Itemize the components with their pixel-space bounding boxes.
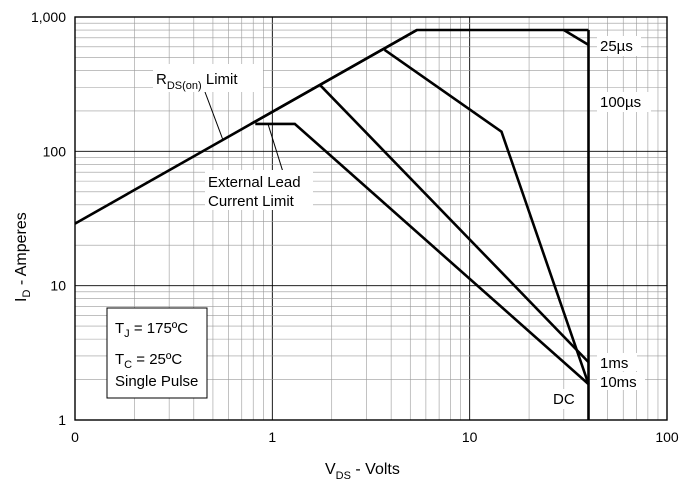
- x-tick-label: 0: [71, 429, 79, 445]
- series-line: [255, 122, 590, 386]
- rds-limit-label: RDS(on) Limit: [156, 71, 238, 92]
- x-tick-label: 1: [268, 429, 276, 445]
- series-line: [250, 28, 589, 126]
- rds-pointer-line: [204, 91, 224, 141]
- label-100us: 100µs: [600, 94, 641, 111]
- series-line: [319, 84, 590, 364]
- y-tick-label: 100: [43, 143, 67, 159]
- y-tick-label: 1,000: [31, 9, 66, 25]
- conditions-box: [106, 307, 208, 399]
- single-pulse-condition: Single Pulse: [115, 373, 198, 390]
- ext-limit-label-line2: Current Limit: [208, 193, 295, 210]
- label-dc-bg: [550, 389, 582, 409]
- label-10ms: 10ms: [600, 374, 637, 391]
- series-line: [563, 28, 590, 47]
- label-10ms-bg: [597, 372, 645, 390]
- label-1ms: 1ms: [600, 355, 628, 372]
- label-dc: DC: [553, 391, 575, 408]
- label-1ms-bg: [597, 353, 637, 371]
- x-tick-label: 10: [462, 429, 478, 445]
- x-tick-label: 100: [655, 429, 679, 445]
- curves: [74, 28, 590, 420]
- y-axis-title: ID - Amperes: [13, 212, 33, 302]
- y-tick-label: 10: [50, 278, 66, 294]
- rds-label-bg: [153, 64, 263, 92]
- tj-condition: TJ = 175ºC: [115, 320, 188, 340]
- y-tick-label: 1: [58, 412, 66, 428]
- label-100us-bg: [597, 92, 651, 112]
- tc-condition: TC = 25ºC: [115, 351, 182, 371]
- ext-label-bg: [205, 170, 313, 210]
- series-line: [383, 48, 590, 385]
- ext-limit-label-line1: External Lead: [208, 174, 301, 191]
- plot-frame: [74, 16, 668, 421]
- x-axis-title: VDS - Volts: [325, 461, 400, 482]
- label-25us-bg: [597, 36, 641, 56]
- label-25us: 25µs: [600, 38, 633, 55]
- ext-pointer-line: [267, 123, 284, 173]
